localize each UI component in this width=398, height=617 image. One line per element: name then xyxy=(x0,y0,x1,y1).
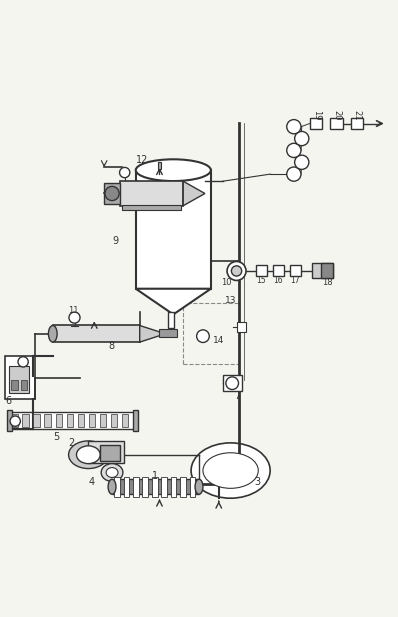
Bar xyxy=(351,118,363,129)
Text: 4: 4 xyxy=(88,476,94,487)
Bar xyxy=(289,265,300,276)
Circle shape xyxy=(287,120,301,134)
Bar xyxy=(104,183,120,204)
Text: 20: 20 xyxy=(332,110,341,121)
Bar xyxy=(236,322,246,332)
Text: 7: 7 xyxy=(234,391,241,401)
Bar xyxy=(112,479,199,494)
Text: 3: 3 xyxy=(254,478,260,487)
Bar xyxy=(56,414,62,428)
Bar xyxy=(158,162,162,170)
Text: 2: 2 xyxy=(68,438,75,448)
Bar xyxy=(100,414,106,428)
Bar xyxy=(123,477,129,497)
Bar xyxy=(122,205,181,210)
Bar xyxy=(223,375,242,392)
Bar xyxy=(88,441,124,463)
Bar xyxy=(7,410,12,431)
Text: 10: 10 xyxy=(221,278,231,288)
Circle shape xyxy=(295,131,309,146)
Bar xyxy=(21,379,27,389)
Ellipse shape xyxy=(68,441,108,468)
Circle shape xyxy=(197,330,209,342)
Bar xyxy=(180,477,186,497)
Bar xyxy=(111,414,117,428)
Text: 21: 21 xyxy=(353,110,362,121)
Ellipse shape xyxy=(203,453,258,488)
Bar xyxy=(9,366,29,394)
Text: 8: 8 xyxy=(108,341,114,351)
Bar xyxy=(66,414,73,428)
Text: 16: 16 xyxy=(273,276,283,284)
Bar xyxy=(120,181,183,205)
Text: 17: 17 xyxy=(290,276,300,284)
Bar xyxy=(190,477,195,497)
Circle shape xyxy=(231,266,242,276)
Bar xyxy=(78,414,84,428)
Bar xyxy=(273,265,284,276)
Bar xyxy=(183,302,238,364)
Bar xyxy=(5,356,35,399)
Polygon shape xyxy=(183,181,205,205)
Circle shape xyxy=(10,416,20,426)
Polygon shape xyxy=(140,326,166,342)
Ellipse shape xyxy=(101,463,123,481)
Bar xyxy=(171,477,176,497)
Bar xyxy=(321,263,334,278)
Text: 5: 5 xyxy=(53,432,59,442)
Bar xyxy=(133,477,139,497)
Circle shape xyxy=(287,143,301,157)
Bar xyxy=(53,326,140,342)
Bar xyxy=(100,445,120,461)
Ellipse shape xyxy=(191,443,270,498)
Text: 18: 18 xyxy=(322,278,333,288)
Ellipse shape xyxy=(195,479,203,494)
Bar xyxy=(11,414,18,428)
Bar xyxy=(11,379,18,389)
Bar xyxy=(162,477,167,497)
Bar xyxy=(114,477,119,497)
Ellipse shape xyxy=(136,159,211,181)
Circle shape xyxy=(227,262,246,281)
Circle shape xyxy=(295,155,309,170)
Text: 14: 14 xyxy=(213,336,224,345)
Bar xyxy=(160,329,177,336)
Text: 11: 11 xyxy=(68,306,79,315)
Bar xyxy=(168,312,174,328)
Text: 13: 13 xyxy=(225,296,236,305)
Circle shape xyxy=(287,167,301,181)
Text: 1: 1 xyxy=(152,471,158,481)
Ellipse shape xyxy=(49,326,57,342)
Text: 12: 12 xyxy=(136,154,148,165)
Bar xyxy=(89,414,95,428)
Ellipse shape xyxy=(108,479,116,494)
Ellipse shape xyxy=(76,446,100,463)
Bar xyxy=(152,477,158,497)
Bar xyxy=(122,414,128,428)
Circle shape xyxy=(226,377,238,389)
Bar xyxy=(9,412,136,429)
Text: 6: 6 xyxy=(5,396,12,407)
Bar xyxy=(142,477,148,497)
Text: 15: 15 xyxy=(257,276,266,284)
Bar xyxy=(312,263,334,278)
Bar xyxy=(45,414,51,428)
Bar xyxy=(33,414,40,428)
Circle shape xyxy=(69,312,80,323)
Circle shape xyxy=(119,167,130,178)
Bar xyxy=(136,170,211,289)
Text: 9: 9 xyxy=(112,236,118,246)
Circle shape xyxy=(105,186,119,201)
Polygon shape xyxy=(136,289,211,315)
Bar xyxy=(133,410,138,431)
Bar xyxy=(330,118,343,129)
Bar xyxy=(22,414,29,428)
Bar xyxy=(256,265,267,276)
Bar xyxy=(310,118,322,129)
Ellipse shape xyxy=(106,468,118,478)
Circle shape xyxy=(18,357,28,367)
Text: 19: 19 xyxy=(312,110,321,121)
